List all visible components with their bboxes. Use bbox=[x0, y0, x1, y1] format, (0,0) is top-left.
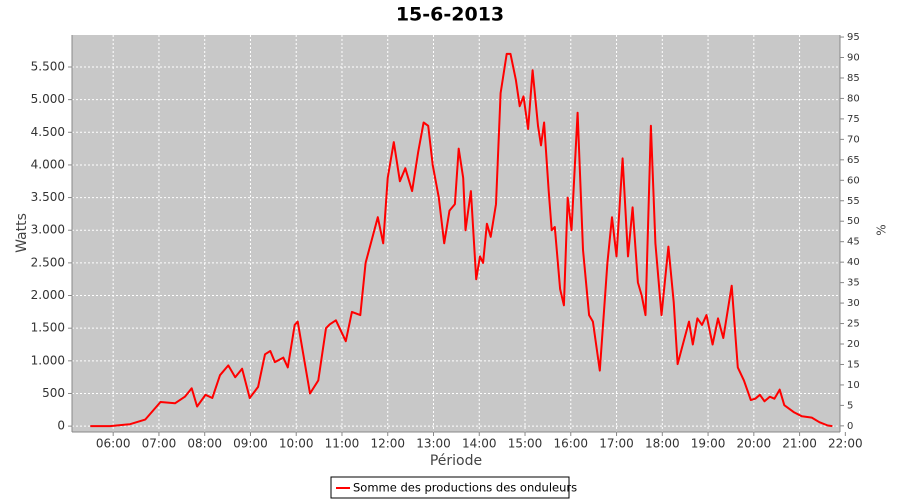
y-tick-label: 1.000 bbox=[31, 353, 65, 367]
y2-tick-label: 5 bbox=[847, 400, 853, 411]
plot-area bbox=[72, 35, 840, 432]
x-tick-label: 17:00 bbox=[599, 437, 634, 451]
x-tick-label: 15:00 bbox=[508, 437, 543, 451]
y2-tick-label: 20 bbox=[847, 339, 860, 350]
x-tick-label: 18:00 bbox=[645, 437, 680, 451]
legend-box bbox=[330, 476, 570, 499]
y-tick-label: 0 bbox=[57, 419, 65, 433]
y2-tick-label: 60 bbox=[847, 175, 860, 186]
x-axis-label: Période bbox=[430, 453, 482, 469]
x-tick-label: 06:00 bbox=[96, 437, 131, 451]
x-tick-label: 08:00 bbox=[187, 437, 222, 451]
x-tick-label: 07:00 bbox=[142, 437, 177, 451]
y-tick-label: 3.500 bbox=[31, 190, 65, 204]
y-tick-label: 5.500 bbox=[31, 59, 65, 73]
x-tick-label: 21:00 bbox=[782, 437, 817, 451]
x-tick-label: 09:00 bbox=[233, 437, 268, 451]
y-tick-label: 2.500 bbox=[31, 255, 65, 269]
x-tick-label: 22:00 bbox=[828, 437, 863, 451]
y2-tick-label: 75 bbox=[847, 114, 860, 125]
y2-tick-label: 80 bbox=[847, 93, 860, 104]
y2-tick-label: 35 bbox=[847, 278, 860, 289]
x-tick-label: 16:00 bbox=[553, 437, 588, 451]
data-line bbox=[90, 52, 833, 428]
chart-title: 15-6-2013 bbox=[396, 4, 504, 26]
x-tick-label: 13:00 bbox=[416, 437, 451, 451]
y-tick-label: 4.000 bbox=[31, 157, 65, 171]
y2-tick-label: 40 bbox=[847, 257, 860, 268]
y-axis-label: Watts bbox=[14, 213, 30, 253]
y2-tick-label: 85 bbox=[847, 73, 860, 84]
y2-tick-label: 45 bbox=[847, 237, 860, 248]
y-tick-label: 3.000 bbox=[31, 223, 65, 237]
legend-label: Somme des productions des onduleurs bbox=[353, 481, 577, 495]
y2-tick-label: 25 bbox=[847, 319, 860, 330]
x-tick-label: 19:00 bbox=[691, 437, 726, 451]
y-tick-label: 500 bbox=[42, 386, 65, 400]
x-tick-label: 11:00 bbox=[325, 437, 360, 451]
y2-tick-label: 50 bbox=[847, 216, 860, 227]
y2-tick-label: 95 bbox=[847, 32, 860, 43]
y2-tick-label: 65 bbox=[847, 155, 860, 166]
y-tick-label: 4.500 bbox=[31, 125, 65, 139]
y2-tick-label: 70 bbox=[847, 134, 860, 145]
x-tick-label: 14:00 bbox=[462, 437, 497, 451]
y2-tick-label: 0 bbox=[847, 421, 853, 432]
y-tick-label: 1.500 bbox=[31, 321, 65, 335]
x-tick-label: 20:00 bbox=[737, 437, 772, 451]
y2-tick-label: 15 bbox=[847, 359, 860, 370]
x-tick-label: 12:00 bbox=[370, 437, 405, 451]
y-tick-label: 5.000 bbox=[31, 92, 65, 106]
y-tick-label: 2.000 bbox=[31, 288, 65, 302]
y2-tick-label: 55 bbox=[847, 196, 860, 207]
y2-axis-label: % bbox=[875, 224, 889, 235]
x-tick-label: 10:00 bbox=[279, 437, 314, 451]
y2-tick-label: 10 bbox=[847, 380, 860, 391]
y2-tick-label: 90 bbox=[847, 53, 860, 64]
y2-tick-label: 30 bbox=[847, 298, 860, 309]
